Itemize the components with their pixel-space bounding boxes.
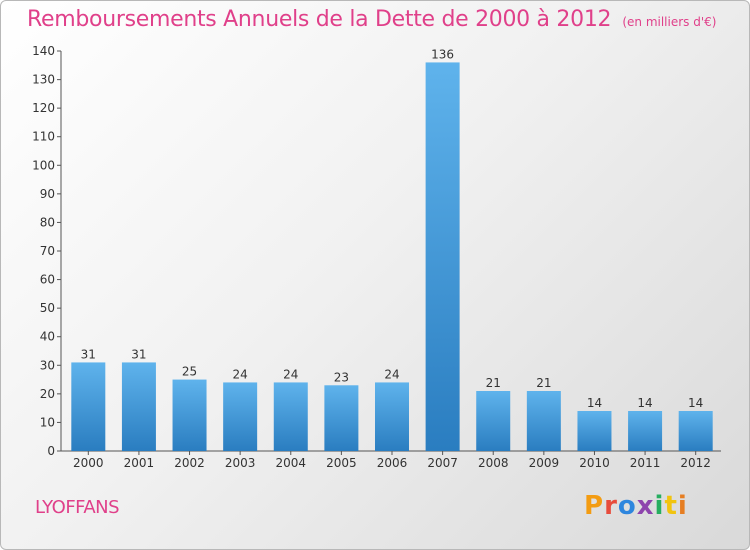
logo-letter: r <box>604 491 618 521</box>
bar-value-label: 14 <box>637 396 652 410</box>
bar <box>375 382 409 451</box>
y-tick-label: 20 <box>40 387 55 401</box>
x-tick-label: 2011 <box>630 456 661 470</box>
bar-value-label: 14 <box>587 396 602 410</box>
y-tick-label: 120 <box>32 101 55 115</box>
x-tick-label: 2010 <box>579 456 610 470</box>
title-unit: (en milliers d'€) <box>622 15 717 29</box>
logo-letter: i <box>677 491 688 521</box>
x-tick-label: 2006 <box>377 456 408 470</box>
chart-title: Remboursements Annuels de la Dette de 20… <box>27 7 716 32</box>
y-tick-label: 100 <box>32 158 55 172</box>
logo-letter: i <box>654 491 665 521</box>
bar-value-label: 21 <box>536 376 551 390</box>
bar <box>223 382 258 451</box>
x-tick-label: 2007 <box>427 456 458 470</box>
bar-value-label: 23 <box>334 370 349 384</box>
logo-letter: o <box>617 491 637 521</box>
bar <box>628 411 663 451</box>
bar-value-label: 21 <box>486 376 501 390</box>
x-tick-label: 2004 <box>275 456 306 470</box>
x-tick-label: 2001 <box>124 456 155 470</box>
y-tick-label: 70 <box>40 244 55 258</box>
bar-value-label: 136 <box>431 47 454 61</box>
bar <box>71 362 106 451</box>
y-tick-label: 0 <box>47 444 55 458</box>
y-tick-label: 40 <box>40 330 55 344</box>
title-main: Remboursements Annuels de la Dette de 20… <box>27 7 612 32</box>
bar <box>577 411 612 451</box>
bar-value-label: 25 <box>182 365 197 379</box>
bar-value-label: 31 <box>81 347 96 361</box>
x-tick-label: 2005 <box>326 456 357 470</box>
y-tick-label: 50 <box>40 301 55 315</box>
x-tick-label: 2009 <box>529 456 560 470</box>
bar <box>172 379 207 451</box>
logo-letter: x <box>636 491 655 521</box>
y-tick-label: 10 <box>40 415 55 429</box>
y-tick-label: 140 <box>32 44 55 58</box>
bar-value-label: 24 <box>384 367 399 381</box>
bar <box>476 391 511 451</box>
x-tick-label: 2003 <box>225 456 256 470</box>
bar <box>678 411 713 451</box>
x-tick-label: 2012 <box>680 456 711 470</box>
bar <box>273 382 308 451</box>
logo-letter: P <box>584 491 605 521</box>
bar-value-label: 24 <box>233 367 248 381</box>
proxiti-logo: Proxiti <box>584 491 688 521</box>
x-tick-label: 2000 <box>73 456 104 470</box>
logo-letter: t <box>664 491 678 521</box>
y-tick-label: 110 <box>32 130 55 144</box>
bar-value-label: 31 <box>131 347 146 361</box>
y-tick-label: 80 <box>40 215 55 229</box>
commune-name: LYOFFANS <box>35 497 120 518</box>
bar-value-label: 14 <box>688 396 703 410</box>
bar <box>425 62 460 452</box>
x-tick-label: 2002 <box>174 456 205 470</box>
bar <box>324 385 359 451</box>
bar-value-label: 24 <box>283 367 298 381</box>
y-tick-label: 60 <box>40 273 55 287</box>
bar <box>526 391 561 451</box>
bar <box>121 362 156 451</box>
y-tick-label: 30 <box>40 358 55 372</box>
x-tick-label: 2008 <box>478 456 509 470</box>
y-tick-label: 90 <box>40 187 55 201</box>
y-tick-label: 130 <box>32 73 55 87</box>
